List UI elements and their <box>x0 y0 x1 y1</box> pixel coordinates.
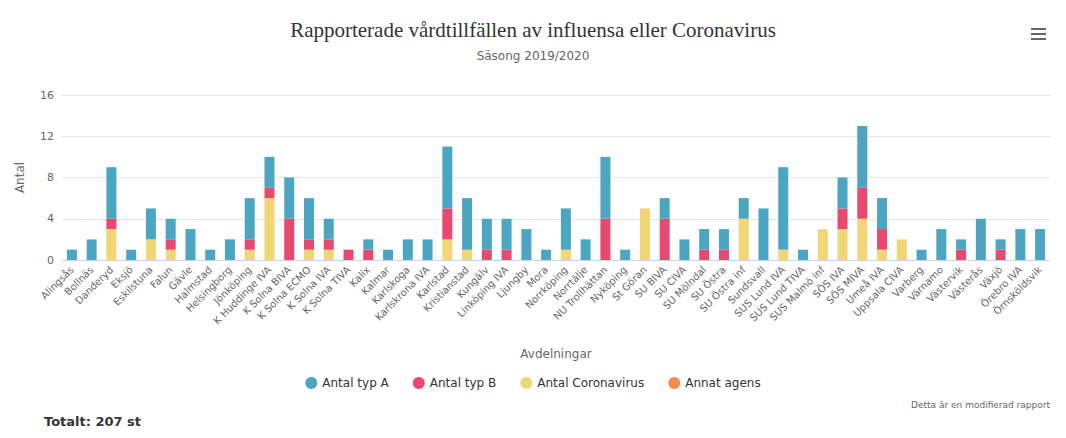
svg-text:SUS Lund IVA: SUS Lund IVA <box>732 264 788 319</box>
svg-text:K Solna BIVA: K Solna BIVA <box>240 264 294 317</box>
svg-text:Linköping IVA: Linköping IVA <box>455 264 511 320</box>
svg-text:SU BIVA: SU BIVA <box>632 264 669 300</box>
svg-text:Helsingborg: Helsingborg <box>183 264 234 315</box>
svg-text:SÖS MIVA: SÖS MIVA <box>824 264 867 306</box>
svg-text:SU Östra inf: SU Östra inf <box>697 264 748 315</box>
svg-text:16: 16 <box>40 89 54 102</box>
svg-text:8: 8 <box>47 171 54 184</box>
svg-text:Växjö: Växjö <box>977 264 1005 291</box>
svg-text:Alingsås: Alingsås <box>38 264 76 302</box>
svg-text:Bollnäs: Bollnäs <box>62 264 96 298</box>
svg-text:Kalmar: Kalmar <box>359 264 392 297</box>
svg-text:Kalix: Kalix <box>347 264 373 289</box>
svg-text:Norrköping: Norrköping <box>523 264 570 311</box>
svg-text:SÖS IVA: SÖS IVA <box>810 264 847 300</box>
svg-text:Danderyd: Danderyd <box>73 264 115 306</box>
svg-text:Ljungby: Ljungby <box>494 264 531 300</box>
svg-text:Gävle: Gävle <box>166 264 195 293</box>
svg-text:Uppsala CIVA: Uppsala CIVA <box>851 264 906 319</box>
svg-text:Avdelningar: Avdelningar <box>520 347 591 361</box>
svg-text:Antal: Antal <box>13 162 27 193</box>
svg-text:Karlskrona IVA: Karlskrona IVA <box>372 264 432 323</box>
svg-text:Eskilstuna: Eskilstuna <box>111 264 155 308</box>
svg-text:Nyköping: Nyköping <box>588 264 629 305</box>
svg-text:SU Mölndal: SU Mölndal <box>660 264 709 312</box>
svg-text:Rapporterade vårdtillfällen av: Rapporterade vårdtillfällen av influensa… <box>290 18 776 42</box>
svg-text:Örebro IVA: Örebro IVA <box>978 264 1025 310</box>
svg-text:Västervik: Västervik <box>924 264 965 305</box>
svg-text:K Solna TIVA: K Solna TIVA <box>300 264 352 316</box>
svg-text:Säsong 2019/2020: Säsong 2019/2020 <box>477 49 590 63</box>
svg-text:Norrtälje: Norrtälje <box>551 264 590 303</box>
svg-text:Mora: Mora <box>524 264 550 290</box>
svg-text:Totalt: 207 st: Totalt: 207 st <box>44 414 141 429</box>
svg-text:Antal typ B: Antal typ B <box>430 376 497 390</box>
svg-text:Örnsköldsvik: Örnsköldsvik <box>991 263 1045 317</box>
svg-text:SU CIVA: SU CIVA <box>652 264 689 300</box>
svg-text:SU Östra: SU Östra <box>688 264 728 303</box>
svg-text:Sundsvall: Sundsvall <box>725 264 768 306</box>
svg-text:Kungälv: Kungälv <box>454 264 491 301</box>
svg-text:Annat agens: Annat agens <box>685 376 761 390</box>
svg-text:SUS Malmö inf: SUS Malmö inf <box>767 264 827 323</box>
svg-text:K Solna ECMO: K Solna ECMO <box>255 264 313 322</box>
svg-text:K Solna IVA: K Solna IVA <box>284 264 333 312</box>
svg-text:Antal typ A: Antal typ A <box>322 376 389 390</box>
svg-text:Kristianstad: Kristianstad <box>421 264 471 314</box>
svg-text:K Huddinge IVA: K Huddinge IVA <box>211 264 274 327</box>
svg-text:Jönköping: Jönköping <box>211 264 254 307</box>
svg-text:4: 4 <box>47 212 54 225</box>
svg-text:Detta är en modifierad rapport: Detta är en modifierad rapport <box>911 400 1050 410</box>
svg-text:Antal Coronavirus: Antal Coronavirus <box>537 376 644 390</box>
svg-text:Falun: Falun <box>148 264 175 291</box>
svg-text:Halmstad: Halmstad <box>172 264 215 306</box>
svg-text:Varberg: Varberg <box>890 264 926 300</box>
svg-text:Karlstad: Karlstad <box>414 264 452 301</box>
svg-text:Umeå IVA: Umeå IVA <box>843 264 886 307</box>
svg-text:St Göran: St Göran <box>610 264 649 303</box>
svg-text:Eksjö: Eksjö <box>108 264 135 291</box>
svg-text:Västerås: Västerås <box>946 264 985 303</box>
svg-text:NU Trollhättan: NU Trollhättan <box>551 264 610 322</box>
svg-text:Värnamo: Värnamo <box>906 264 946 304</box>
svg-text:0: 0 <box>47 254 54 267</box>
svg-text:SUS Lund TIVA: SUS Lund TIVA <box>747 264 807 324</box>
svg-text:Karlskoga: Karlskoga <box>369 264 412 307</box>
svg-text:12: 12 <box>40 130 54 143</box>
